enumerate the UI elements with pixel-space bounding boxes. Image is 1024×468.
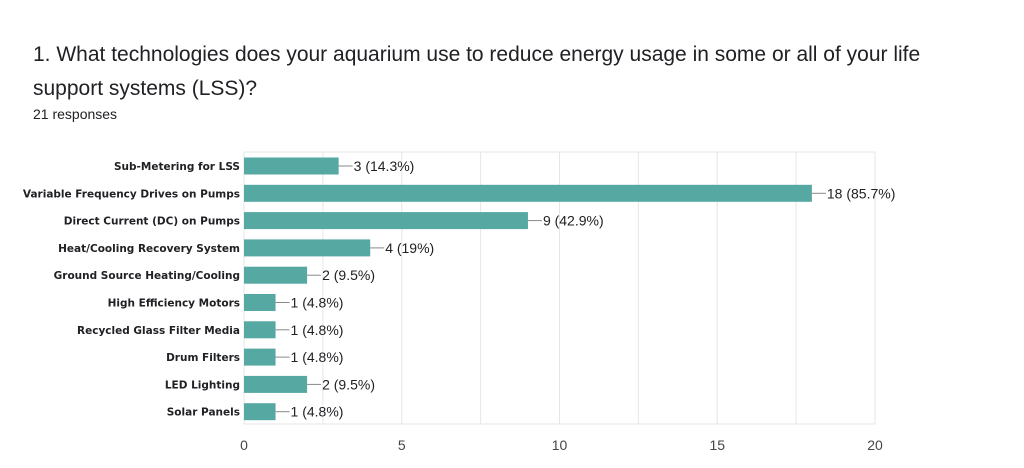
response-count: 21 responses <box>33 106 118 122</box>
data-label: 1 (4.8%) <box>291 295 344 311</box>
bar <box>244 266 308 284</box>
bar <box>244 348 276 366</box>
x-axis-ticks: 0 5 10 15 20 <box>240 437 883 453</box>
bar <box>244 375 308 393</box>
x-tick-label: 15 <box>709 437 725 453</box>
category-label: LED Lighting <box>165 379 240 391</box>
bar <box>244 403 276 421</box>
category-label: Direct Current (DC) on Pumps <box>64 216 240 228</box>
data-label: 2 (9.5%) <box>322 267 375 283</box>
data-label: 1 (4.8%) <box>291 404 344 420</box>
category-label: Variable Frequency Drives on Pumps <box>23 188 240 200</box>
bar <box>244 157 339 175</box>
data-label: 1 (4.8%) <box>291 322 344 338</box>
data-label: 9 (42.9%) <box>543 213 604 229</box>
bar <box>244 212 528 230</box>
bar <box>244 184 812 202</box>
category-label: Heat/Cooling Recovery System <box>58 243 240 255</box>
data-label: 1 (4.8%) <box>291 349 344 365</box>
chart-labels: Sub-Metering for LSS 3 (14.3%) Variable Fr… <box>23 158 895 420</box>
question-title: 1. What technologies does your aquarium … <box>33 43 921 100</box>
category-label: Solar Panels <box>167 407 240 419</box>
category-label: Drum Filters <box>166 352 240 364</box>
category-label: High Efficiency Motors <box>108 298 240 310</box>
x-tick-label: 20 <box>867 437 883 453</box>
x-tick-label: 0 <box>240 437 248 453</box>
category-label: Recycled Glass Filter Media <box>77 325 240 337</box>
data-label: 4 (19%) <box>385 240 434 256</box>
data-label: 2 (9.5%) <box>322 376 375 392</box>
data-label: 18 (85.7%) <box>827 185 895 201</box>
bar <box>244 294 276 311</box>
data-label: 3 (14.3%) <box>354 158 415 174</box>
bar <box>244 239 371 257</box>
category-label: Sub-Metering for LSS <box>114 161 240 173</box>
x-tick-label: 10 <box>552 437 568 453</box>
x-tick-label: 5 <box>398 437 406 453</box>
category-label: Ground Source Heating/Cooling <box>54 270 240 282</box>
bar <box>244 321 276 339</box>
chart-bars <box>244 157 812 421</box>
